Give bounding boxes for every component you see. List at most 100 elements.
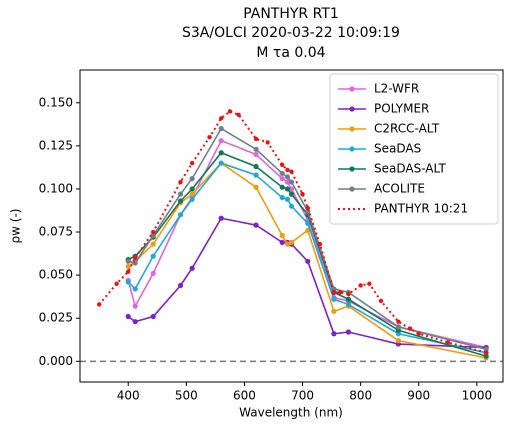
point	[378, 298, 384, 304]
point	[396, 319, 401, 324]
point	[284, 179, 291, 185]
point	[285, 167, 290, 173]
legend-label: L2-WFR	[374, 82, 419, 96]
y-axis-label: ρw (-)	[9, 209, 23, 244]
x-tick-label: 1000	[462, 389, 493, 403]
point	[132, 303, 138, 309]
point	[279, 232, 285, 239]
point	[331, 308, 337, 314]
x-tick-label: 900	[407, 389, 430, 403]
point	[345, 329, 352, 335]
x-tick-label: 700	[291, 389, 314, 403]
point	[279, 239, 285, 245]
point	[189, 160, 195, 166]
legend-label: PANTHYR 10:21	[374, 202, 468, 216]
point	[331, 296, 337, 302]
point	[253, 184, 259, 190]
point	[345, 296, 352, 302]
point	[288, 191, 295, 197]
legend-marker	[349, 166, 355, 172]
point	[150, 241, 156, 247]
point	[279, 194, 285, 201]
point	[279, 170, 285, 177]
point	[317, 241, 323, 247]
point	[132, 255, 138, 261]
point	[279, 184, 285, 190]
point	[284, 196, 291, 202]
y-tick-label: 0.025	[39, 311, 73, 325]
point	[125, 258, 131, 264]
point	[218, 150, 224, 156]
point	[189, 186, 195, 192]
point	[331, 290, 337, 295]
plot-frame	[79, 69, 504, 383]
y-tick-label: 0.125	[39, 138, 73, 152]
point	[279, 175, 285, 182]
legend-marker	[349, 126, 355, 132]
legend-marker	[349, 86, 355, 92]
point	[218, 116, 224, 121]
y-tick-label: 0.075	[39, 225, 73, 239]
point	[150, 270, 156, 277]
point	[284, 186, 291, 192]
point	[483, 353, 489, 359]
point	[284, 241, 291, 247]
point	[150, 313, 156, 320]
point	[177, 212, 184, 218]
x-tick-label: 800	[349, 389, 372, 403]
point	[189, 191, 195, 197]
y-tick-label: 0.150	[39, 95, 73, 109]
series-line	[98, 110, 487, 354]
point	[288, 239, 295, 245]
point	[253, 146, 259, 152]
point	[253, 172, 259, 178]
point	[236, 112, 241, 118]
legend-label: SeaDAS	[374, 142, 421, 156]
point	[177, 198, 184, 204]
legend-box	[329, 73, 499, 225]
legend-marker	[349, 106, 355, 112]
y-tick-label: 0.050	[39, 268, 73, 282]
point	[125, 263, 131, 270]
point	[151, 229, 156, 235]
point	[150, 253, 156, 259]
legend-label: POLYMER	[374, 102, 429, 116]
point	[132, 319, 138, 325]
point	[288, 203, 295, 209]
point	[227, 109, 233, 114]
point	[445, 340, 451, 345]
point	[338, 290, 343, 295]
point	[288, 186, 295, 192]
point	[178, 179, 183, 185]
point	[331, 286, 337, 292]
point	[288, 179, 295, 185]
point	[395, 338, 402, 344]
point	[177, 191, 184, 197]
point	[218, 215, 224, 221]
point	[358, 283, 363, 288]
chart-title: PANTHYR RT1	[243, 6, 339, 22]
point	[483, 346, 489, 352]
legend-label: SeaDAS-ALT	[374, 162, 447, 176]
point	[483, 350, 489, 355]
point	[331, 331, 337, 337]
series-line	[127, 217, 487, 349]
point	[346, 291, 351, 297]
point	[126, 269, 131, 274]
point	[300, 191, 305, 197]
point	[218, 138, 224, 144]
legend-marker	[349, 146, 355, 152]
point	[114, 281, 119, 286]
point	[189, 265, 195, 271]
point	[132, 286, 138, 292]
point	[305, 220, 311, 227]
point	[96, 302, 102, 307]
point	[407, 326, 413, 331]
chart-title: M τa 0.04	[256, 45, 325, 61]
point	[207, 135, 212, 140]
point	[253, 151, 259, 158]
point	[367, 281, 372, 286]
x-tick-label: 500	[175, 389, 198, 403]
y-tick-label: 0.100	[39, 181, 73, 195]
point	[284, 174, 291, 180]
